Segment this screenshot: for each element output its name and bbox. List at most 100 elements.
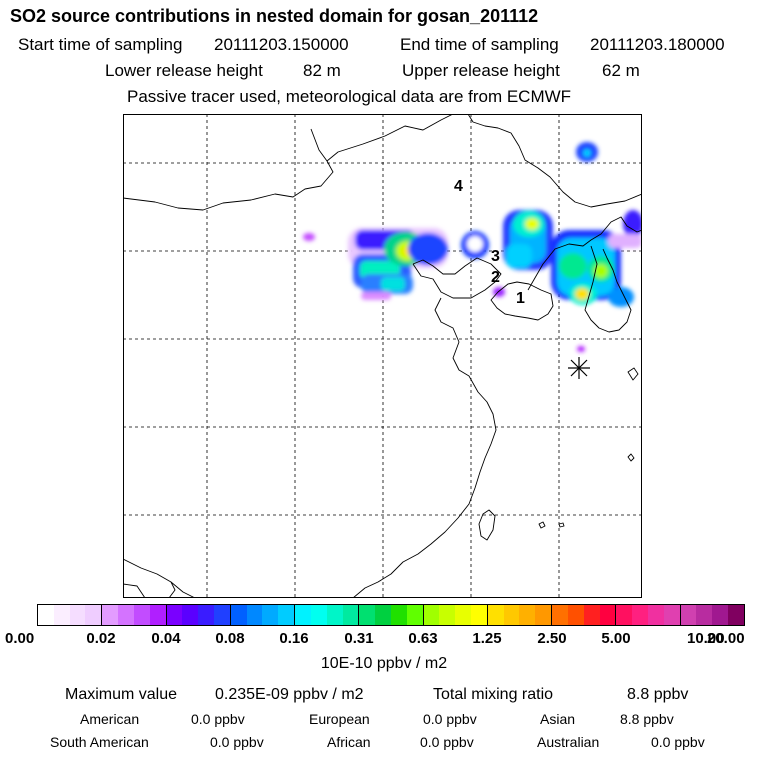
colorbar-swatch (503, 605, 520, 625)
colorbar-swatch (230, 605, 247, 625)
max-value: 0.235E-09 ppbv / m2 (215, 686, 364, 703)
region-european-value: 0.0 ppbv (423, 711, 477, 727)
colorbar-swatch (663, 605, 680, 625)
map-background (123, 114, 642, 598)
end-time-value: 20111203.180000 (590, 35, 725, 54)
colorbar-swatch (53, 605, 70, 625)
colorbar-swatch (648, 605, 664, 625)
colorbar-swatch (198, 605, 214, 625)
page-title: SO2 source contributions in nested domai… (10, 6, 539, 26)
asterisk-icon (568, 357, 590, 379)
max-value-label: Maximum value (65, 686, 178, 703)
coastlines (123, 114, 642, 598)
colorbar-swatch (519, 605, 536, 625)
colorbar-swatch (552, 605, 568, 625)
colorbar-swatch (567, 605, 584, 625)
colorbar-swatch (38, 605, 54, 625)
region-south-american-label: South American (50, 734, 149, 750)
colorbar-tick-1: 0.02 (86, 630, 116, 647)
colorbar-swatch (85, 605, 102, 625)
colorbar-segment (616, 605, 681, 625)
colorbar-segment (680, 605, 744, 625)
colorbar-swatch (439, 605, 456, 625)
colorbar-swatch (471, 605, 487, 625)
region-american-value: 0.0 ppbv (191, 711, 245, 727)
colorbar-swatch (696, 605, 713, 625)
colorbar-swatch (295, 605, 311, 625)
region-south-american-value: 0.0 ppbv (210, 734, 264, 750)
marker-1: 1 (516, 290, 525, 307)
colorbar-swatch (632, 605, 649, 625)
upper-height-label: Upper release height (402, 61, 560, 80)
colorbar-tick-4: 0.16 (279, 630, 309, 647)
colorbar-segment (359, 605, 424, 625)
colorbar-tick-10: 10.00 (687, 630, 725, 647)
colorbar-tick-5: 0.31 (344, 630, 374, 647)
colorbar-segment (38, 605, 103, 625)
colorbar-swatch (69, 605, 86, 625)
colorbar-swatch (423, 605, 440, 625)
colorbar-swatch (118, 605, 134, 625)
colorbar-swatch (213, 605, 230, 625)
region-asian-label: Asian (540, 711, 576, 727)
lower-height-label: Lower release height (105, 61, 263, 80)
colorbar-tick-8: 2.50 (537, 630, 567, 647)
colorbar-swatch (133, 605, 150, 625)
colorbar-swatch (599, 605, 616, 625)
map-frame (123, 114, 642, 598)
marker-3: 3 (491, 248, 500, 265)
start-time-value: 20111203.150000 (214, 35, 349, 54)
marker-4: 4 (454, 178, 463, 195)
colorbar-segment (295, 605, 360, 625)
colorbar-swatch (342, 605, 359, 625)
colorbar-tick-9: 5.00 (601, 630, 631, 647)
colorbar-swatch (246, 605, 263, 625)
colorbar-segment (423, 605, 488, 625)
colorbar-tick-2: 0.04 (151, 630, 181, 647)
colorbar-swatch (262, 605, 279, 625)
colorbar-swatch (278, 605, 295, 625)
region-asian-value: 8.8 ppbv (620, 711, 674, 727)
total-mixing-label: Total mixing ratio (433, 686, 554, 703)
colorbar-tick-7: 1.25 (472, 630, 502, 647)
colorbar-swatch (359, 605, 376, 625)
colorbar-swatch (406, 605, 423, 625)
colorbar-segment (166, 605, 231, 625)
colorbar-swatch (310, 605, 327, 625)
colorbar-swatch (680, 605, 697, 625)
map-panel: 4 3 2 1 (123, 114, 642, 598)
region-african-value: 0.0 ppbv (420, 734, 474, 750)
colorbar (37, 604, 745, 626)
colorbar-swatch (390, 605, 407, 625)
colorbar-swatch (535, 605, 552, 625)
lower-height-value: 82 m (303, 61, 341, 80)
colorbar-tick-0: 0.00 (5, 630, 35, 647)
upper-height-value: 62 m (602, 61, 640, 80)
colorbar-swatch (455, 605, 472, 625)
colorbar-segment (230, 605, 296, 625)
country-borders (123, 128, 328, 598)
colorbar-swatch (326, 605, 343, 625)
colorbar-swatch (149, 605, 166, 625)
colorbar-segment (102, 605, 167, 625)
region-european-label: European (309, 711, 370, 727)
so2-concentration-plume (303, 142, 642, 352)
region-african-label: African (327, 734, 371, 750)
region-australian-value: 0.0 ppbv (651, 734, 705, 750)
colorbar-swatch (182, 605, 199, 625)
colorbar-segment (552, 605, 617, 625)
colorbar-segment (487, 605, 553, 625)
region-american-label: American (80, 711, 140, 727)
colorbar-swatch (712, 605, 729, 625)
tracer-note: Passive tracer used, meteorological data… (127, 87, 572, 106)
colorbar-swatch (487, 605, 504, 625)
region-australian-label: Australian (537, 734, 600, 750)
colorbar-tick-11: 20.00 (707, 630, 745, 647)
colorbar-swatch (616, 605, 633, 625)
colorbar-swatch (102, 605, 119, 625)
colorbar-swatch (166, 605, 183, 625)
colorbar-tick-3: 0.08 (215, 630, 245, 647)
start-time-label: Start time of sampling (18, 35, 183, 54)
end-time-label: End time of sampling (400, 35, 559, 54)
colorbar-swatch (583, 605, 600, 625)
